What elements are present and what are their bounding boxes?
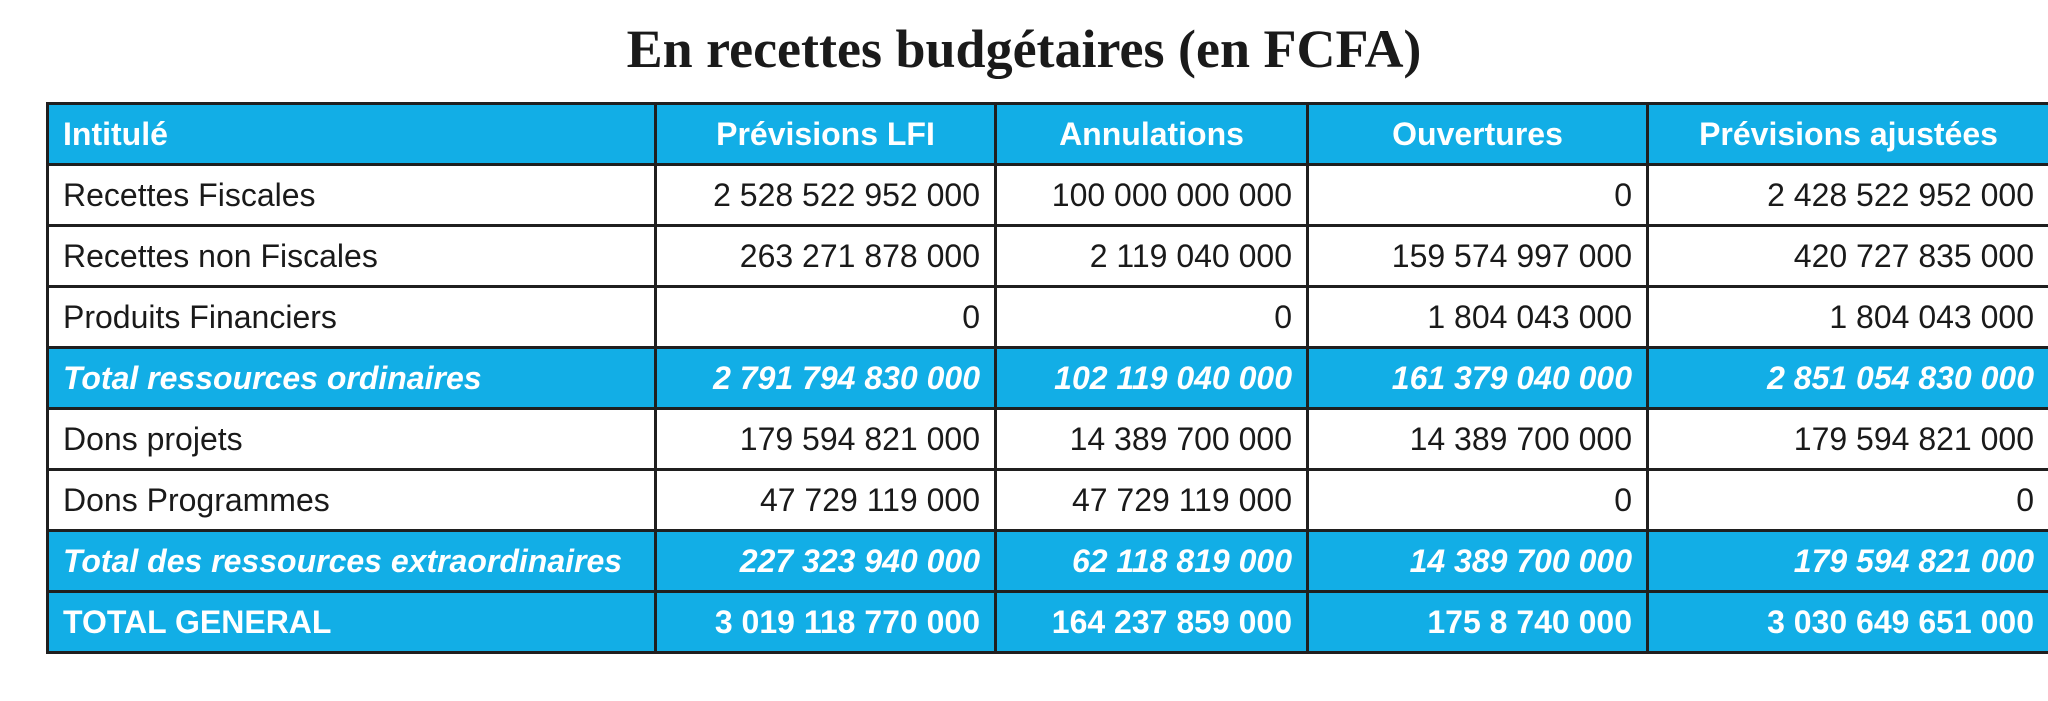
cell-ouvertures: 14 389 700 000 bbox=[1306, 529, 1649, 593]
cell-ouvertures: 161 379 040 000 bbox=[1306, 346, 1649, 410]
header-ouvertures: Ouvertures bbox=[1306, 102, 1649, 166]
cell-previsions-ajustees: 1 804 043 000 bbox=[1646, 285, 2048, 349]
cell-ouvertures: 0 bbox=[1306, 468, 1649, 532]
row-label: Recettes Fiscales bbox=[46, 163, 657, 227]
total-row: Total des ressources extraordinaires 227… bbox=[46, 529, 2048, 593]
cell-annulations: 47 729 119 000 bbox=[994, 468, 1309, 532]
row-label: Total des ressources extraordinaires bbox=[46, 529, 657, 593]
row-label: TOTAL GENERAL bbox=[46, 590, 657, 654]
cell-previsions-lfi: 263 271 878 000 bbox=[654, 224, 997, 288]
cell-annulations: 62 118 819 000 bbox=[994, 529, 1309, 593]
cell-previsions-ajustees: 179 594 821 000 bbox=[1646, 407, 2048, 471]
grand-total-row: TOTAL GENERAL 3 019 118 770 000 164 237 … bbox=[46, 590, 2048, 654]
cell-annulations: 14 389 700 000 bbox=[994, 407, 1309, 471]
cell-previsions-ajustees: 2 428 522 952 000 bbox=[1646, 163, 2048, 227]
cell-ouvertures: 1 804 043 000 bbox=[1306, 285, 1649, 349]
table-row: Dons Programmes 47 729 119 000 47 729 11… bbox=[46, 468, 2048, 532]
cell-ouvertures: 14 389 700 000 bbox=[1306, 407, 1649, 471]
budget-table: Intitulé Prévisions LFI Annulations Ouve… bbox=[46, 102, 2048, 654]
total-row: Total ressources ordinaires 2 791 794 83… bbox=[46, 346, 2048, 410]
row-label: Dons projets bbox=[46, 407, 657, 471]
table-row: Dons projets 179 594 821 000 14 389 700 … bbox=[46, 407, 2048, 471]
cell-annulations: 0 bbox=[994, 285, 1309, 349]
cell-ouvertures: 175 8 740 000 bbox=[1306, 590, 1649, 654]
cell-ouvertures: 0 bbox=[1306, 163, 1649, 227]
cell-previsions-ajustees: 179 594 821 000 bbox=[1646, 529, 2048, 593]
cell-previsions-lfi: 179 594 821 000 bbox=[654, 407, 997, 471]
cell-annulations: 102 119 040 000 bbox=[994, 346, 1309, 410]
table-header-row: Intitulé Prévisions LFI Annulations Ouve… bbox=[46, 102, 2048, 166]
cell-previsions-ajustees: 3 030 649 651 000 bbox=[1646, 590, 2048, 654]
row-label: Total ressources ordinaires bbox=[46, 346, 657, 410]
row-label: Recettes non Fiscales bbox=[46, 224, 657, 288]
cell-previsions-lfi: 47 729 119 000 bbox=[654, 468, 997, 532]
table-row: Recettes Fiscales 2 528 522 952 000 100 … bbox=[46, 163, 2048, 227]
header-annulations: Annulations bbox=[994, 102, 1309, 166]
cell-previsions-lfi: 3 019 118 770 000 bbox=[654, 590, 997, 654]
cell-previsions-lfi: 2 791 794 830 000 bbox=[654, 346, 997, 410]
cell-previsions-ajustees: 2 851 054 830 000 bbox=[1646, 346, 2048, 410]
header-previsions-ajustees: Prévisions ajustées bbox=[1646, 102, 2048, 166]
cell-previsions-ajustees: 0 bbox=[1646, 468, 2048, 532]
cell-annulations: 164 237 859 000 bbox=[994, 590, 1309, 654]
row-label: Produits Financiers bbox=[46, 285, 657, 349]
row-label: Dons Programmes bbox=[46, 468, 657, 532]
table-row: Produits Financiers 0 0 1 804 043 000 1 … bbox=[46, 285, 2048, 349]
cell-previsions-ajustees: 420 727 835 000 bbox=[1646, 224, 2048, 288]
header-previsions-lfi: Prévisions LFI bbox=[654, 102, 997, 166]
cell-previsions-lfi: 0 bbox=[654, 285, 997, 349]
cell-previsions-lfi: 2 528 522 952 000 bbox=[654, 163, 997, 227]
table-row: Recettes non Fiscales 263 271 878 000 2 … bbox=[46, 224, 2048, 288]
cell-annulations: 2 119 040 000 bbox=[994, 224, 1309, 288]
cell-annulations: 100 000 000 000 bbox=[994, 163, 1309, 227]
page-title: En recettes budgétaires (en FCFA) bbox=[626, 19, 1422, 79]
header-intitule: Intitulé bbox=[46, 102, 657, 166]
cell-previsions-lfi: 227 323 940 000 bbox=[654, 529, 997, 593]
cell-ouvertures: 159 574 997 000 bbox=[1306, 224, 1649, 288]
